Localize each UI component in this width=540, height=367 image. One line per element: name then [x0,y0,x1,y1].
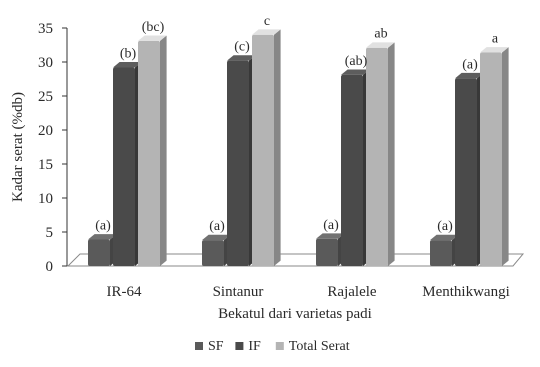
y-tick-label: 20 [38,123,53,139]
x-tick-label: Sintanur [213,284,264,300]
y-tick-label: 10 [38,191,53,207]
legend-item: IF [235,339,261,354]
data-label: (a) [323,218,339,233]
bar [88,234,117,266]
bar-front [88,239,110,266]
bar-front [113,67,135,266]
legend-swatch [235,342,244,350]
bar-front [202,240,224,266]
y-tick-label: 30 [38,55,53,71]
data-label: (b) [120,46,137,61]
bar [366,42,395,266]
bar-top [430,234,459,241]
legend-label: SF [208,339,224,354]
y-axis-title: Kadar serat (%db) [10,92,26,202]
y-tick-label: 5 [46,225,54,241]
chart-axes: 0 5 10 15 20 25 30 35 IR-64 Sintanur Rajalele Menth… [38,21,510,300]
bar [455,72,484,266]
bars [88,29,509,267]
bar-front [316,238,338,266]
bar-top [480,47,509,53]
y-tick-label: 35 [38,21,53,37]
bar [252,29,281,267]
bar-front [366,47,388,266]
bar [430,234,459,266]
bar-top [316,233,345,239]
bar-side [274,29,281,267]
bar-front [430,240,452,266]
bar [113,62,142,266]
y-tick-label: 25 [38,89,53,105]
data-label: (a) [437,219,453,234]
bar-side [502,47,509,266]
data-label: (ab) [345,54,368,69]
legend: SF IF Total Serat [195,339,350,354]
legend-item: Total Serat [275,339,350,354]
bar-front [252,34,274,266]
data-label: (a) [209,219,225,234]
data-label: (bc) [142,20,165,35]
legend-label: IF [248,339,261,354]
bar-front [227,60,249,266]
data-label: ab [374,27,387,42]
y-tick-label: 15 [38,157,53,173]
bar [138,35,167,266]
x-tick-label: IR-64 [107,284,142,300]
x-tick-label: Rajalele [327,284,376,300]
x-tick-label: Menthikwangi [422,284,510,300]
data-label: c [264,14,270,29]
bar-top [252,29,281,35]
bar [202,234,231,266]
bar [316,233,345,266]
data-label: (a) [462,57,478,72]
data-labels: (a) (b) (bc) (a) (c) c (a) (ab) ab (a) (a) a [95,14,499,234]
bar-top [88,234,117,240]
bar-side [160,35,167,266]
bar [227,55,256,266]
bar-top [113,62,142,68]
x-axis-title: Bekatul dari varietas padi [218,306,372,322]
floor-plane [66,253,525,267]
bar-front [341,74,363,266]
bar-top [366,42,395,48]
bar [341,69,370,267]
legend-item: SF [195,339,224,354]
bar-side [388,42,395,266]
chart-floor [66,253,525,267]
bar-front [455,78,477,266]
bar-top [227,55,256,61]
y-tick-label: 0 [46,259,54,275]
bar-top [138,35,167,41]
bar-top [455,72,484,79]
bar-top [341,69,370,75]
bar-front [480,52,502,267]
data-label: (a) [95,218,111,233]
legend-swatch [195,342,203,350]
data-label: (c) [234,40,250,55]
bar-front [138,40,160,266]
bar-top [202,234,231,241]
bar [480,47,509,267]
legend-swatch [275,342,284,350]
legend-label: Total Serat [289,339,350,354]
data-label: a [492,31,499,46]
